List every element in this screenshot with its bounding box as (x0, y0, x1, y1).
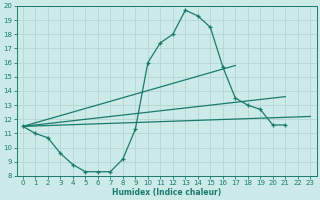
X-axis label: Humidex (Indice chaleur): Humidex (Indice chaleur) (112, 188, 221, 197)
